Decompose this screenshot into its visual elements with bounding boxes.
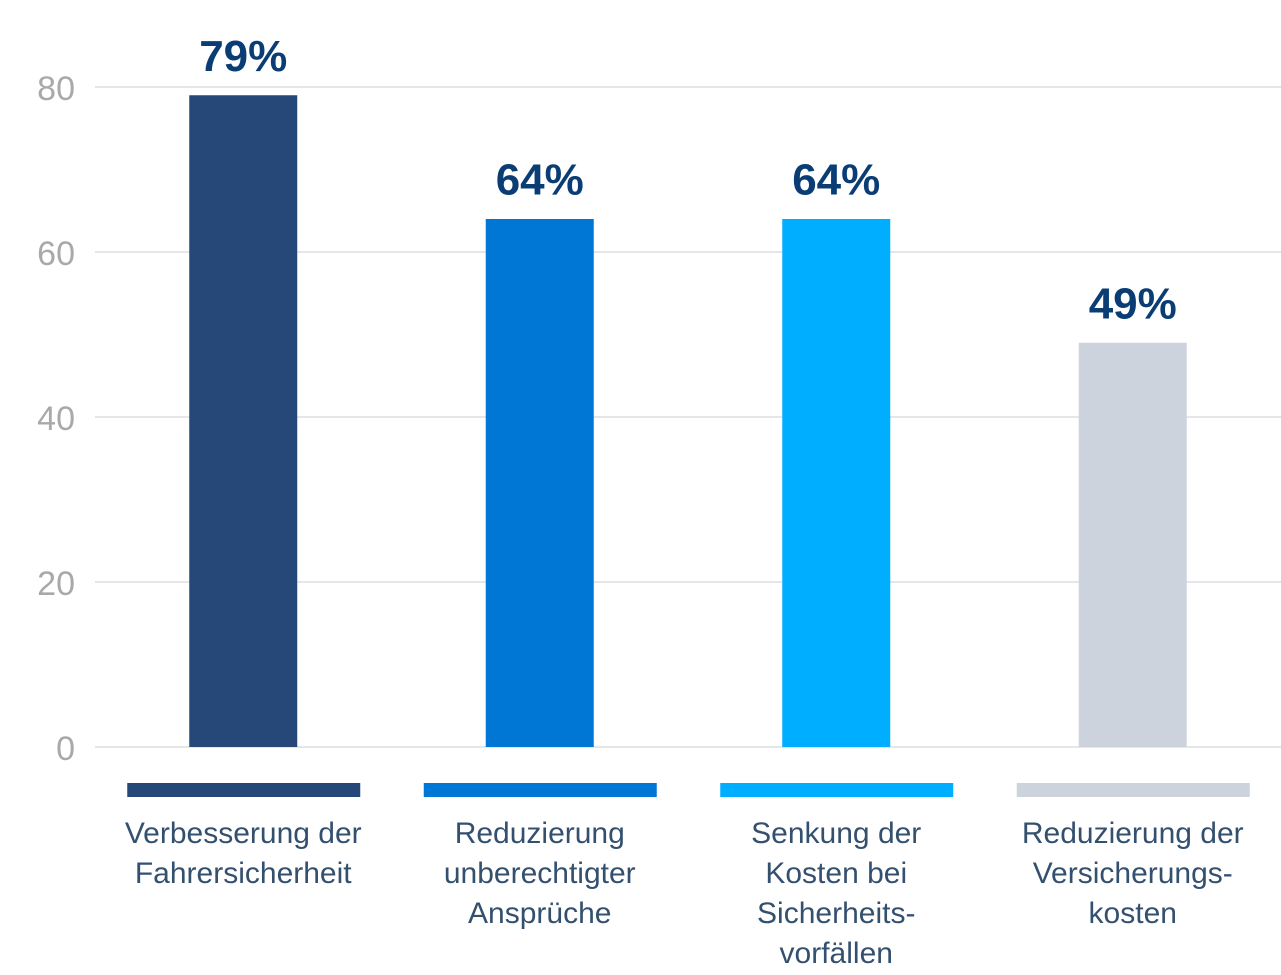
x-tick-label: Kosten bei (765, 857, 907, 890)
y-tick-label: 40 (37, 400, 75, 438)
x-tick-label: unberechtigter (444, 857, 636, 890)
bar (782, 219, 891, 747)
x-tick-label: Sicherheits- (757, 897, 915, 930)
x-tick-label: Reduzierung (455, 817, 625, 850)
category-strip (127, 783, 361, 797)
value-label: 79% (199, 32, 287, 81)
category-strip (423, 783, 657, 797)
value-label: 64% (496, 156, 584, 205)
bar (189, 95, 298, 747)
x-tick-label: Reduzierung der (1022, 817, 1244, 850)
category-strip (1016, 783, 1250, 797)
bar (485, 219, 594, 747)
x-tick-label: kosten (1089, 897, 1177, 930)
y-tick-label: 80 (37, 70, 75, 108)
x-tick-label: Verbesserung der (125, 817, 362, 850)
bar (1078, 342, 1187, 747)
category-strip (720, 783, 954, 797)
y-tick-label: 0 (56, 730, 75, 768)
x-tick-label: Ansprüche (468, 897, 611, 930)
value-label: 49% (1089, 279, 1177, 328)
x-tick-label: Versicherungs- (1033, 857, 1233, 890)
value-label: 64% (792, 156, 880, 205)
x-tick-label: vorfällen (780, 937, 893, 970)
y-tick-label: 60 (37, 235, 75, 273)
x-tick-label: Senkung der (751, 817, 921, 850)
x-tick-label: Fahrersicherheit (135, 857, 352, 890)
y-tick-label: 20 (37, 565, 75, 603)
